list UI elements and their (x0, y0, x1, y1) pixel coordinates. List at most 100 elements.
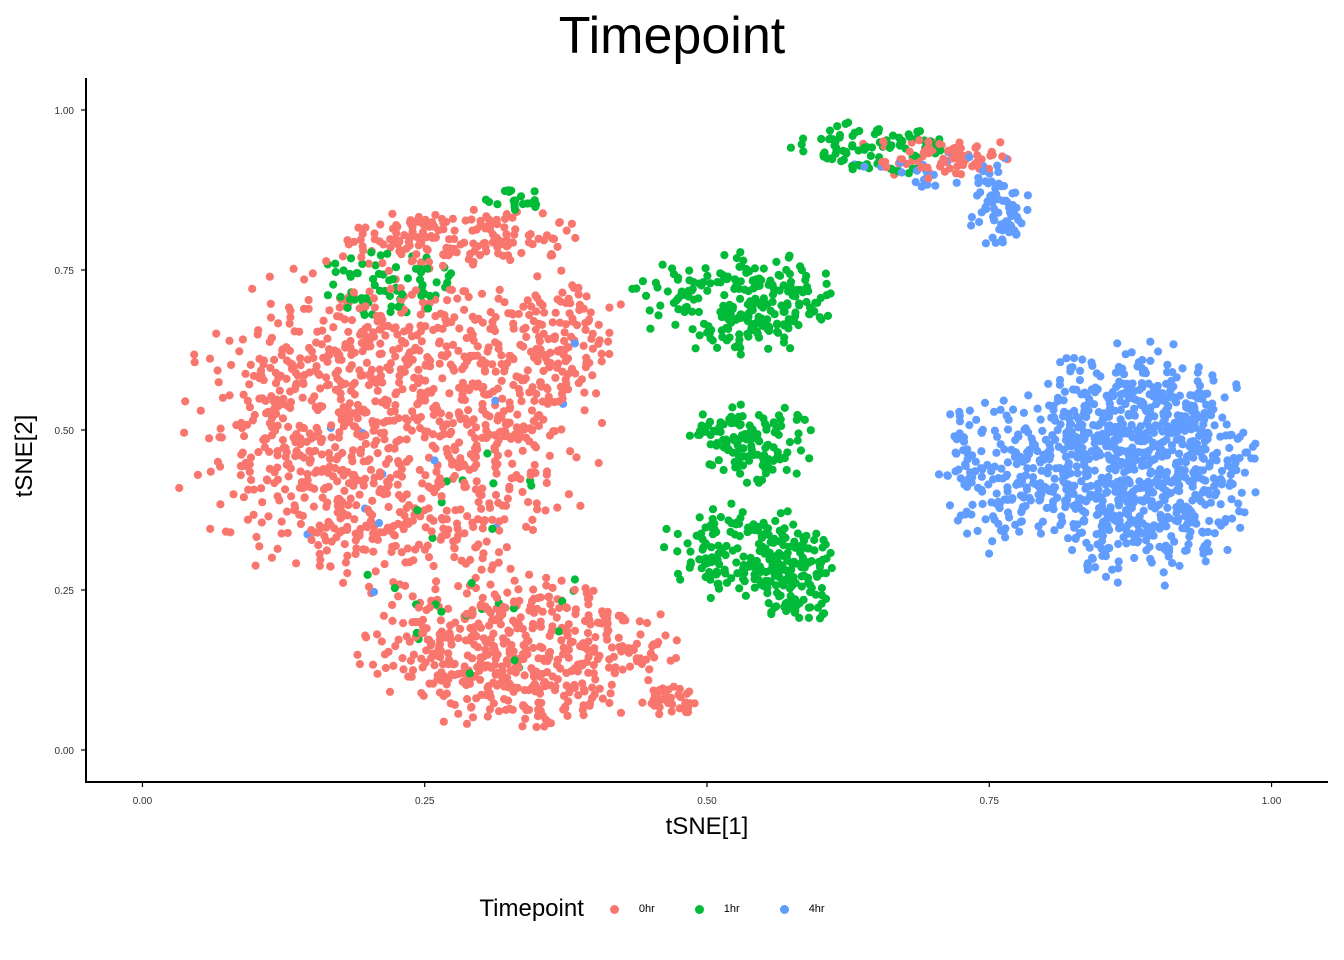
data-point-4hr (1144, 435, 1154, 444)
data-point-0hr (417, 337, 426, 346)
data-point-0hr (407, 257, 416, 266)
data-point-0hr (944, 146, 953, 155)
data-point-0hr (563, 370, 572, 379)
data-point-4hr (1172, 508, 1181, 517)
data-point-0hr (446, 248, 455, 257)
data-point-0hr (363, 505, 372, 514)
data-point-1hr (769, 443, 778, 452)
data-point-1hr (686, 547, 695, 556)
data-point-1hr (766, 276, 775, 285)
data-point-4hr (1005, 203, 1014, 213)
data-point-0hr (312, 338, 321, 347)
data-point-0hr (478, 433, 487, 442)
data-point-0hr (290, 327, 299, 336)
data-point-1hr (841, 119, 850, 128)
data-point-4hr (1189, 468, 1198, 477)
data-point-0hr (454, 531, 463, 540)
data-point-4hr (1119, 483, 1128, 492)
data-point-0hr (510, 230, 519, 239)
data-point-0hr (316, 384, 325, 393)
data-point-0hr (674, 690, 683, 699)
data-point-4hr (953, 516, 963, 525)
data-point-4hr (1126, 385, 1135, 394)
data-point-4hr (1205, 516, 1214, 526)
data-point-4hr (1122, 539, 1131, 548)
data-point-0hr (440, 251, 449, 260)
data-point-4hr (1034, 522, 1043, 531)
data-point-0hr (566, 447, 575, 456)
data-point-0hr (528, 515, 537, 525)
data-point-0hr (583, 645, 592, 654)
data-point-1hr (346, 295, 355, 304)
data-point-0hr (316, 435, 325, 445)
data-point-1hr (703, 572, 712, 581)
data-point-1hr (818, 610, 827, 619)
data-point-1hr (697, 421, 706, 430)
data-point-0hr (488, 515, 497, 524)
data-point-4hr (1155, 542, 1164, 552)
data-point-1hr (783, 507, 792, 516)
data-point-0hr (490, 233, 499, 242)
data-point-0hr (458, 390, 467, 399)
data-point-0hr (605, 698, 614, 708)
data-point-0hr (372, 418, 381, 427)
data-point-4hr (1212, 456, 1221, 465)
data-point-0hr (347, 316, 357, 325)
data-point-0hr (319, 465, 328, 474)
data-point-4hr (1206, 406, 1215, 415)
data-point-0hr (448, 340, 458, 349)
data-point-0hr (488, 317, 497, 327)
data-point-0hr (307, 396, 316, 405)
data-point-4hr (1029, 464, 1038, 473)
data-point-4hr (1108, 565, 1117, 574)
data-point-0hr (462, 609, 471, 619)
data-point-4hr (1251, 439, 1260, 448)
data-point-1hr (714, 541, 723, 550)
data-point-4hr (1125, 493, 1134, 502)
data-point-0hr (312, 423, 321, 432)
data-point-0hr (508, 616, 518, 625)
data-point-0hr (349, 446, 358, 455)
data-point-0hr (491, 463, 500, 472)
data-point-4hr (1228, 465, 1237, 474)
data-point-0hr (505, 418, 514, 427)
data-point-0hr (518, 722, 527, 731)
data-point-1hr (331, 259, 340, 268)
data-point-0hr (502, 543, 511, 552)
data-point-0hr (500, 223, 509, 232)
data-point-0hr (259, 435, 268, 444)
data-point-0hr (485, 412, 494, 421)
data-point-0hr (276, 371, 285, 380)
data-point-4hr (955, 417, 965, 426)
data-point-0hr (522, 637, 531, 647)
data-point-4hr (1105, 544, 1114, 553)
data-point-0hr (524, 238, 534, 247)
data-point-0hr (459, 287, 468, 296)
data-point-0hr (486, 324, 495, 333)
data-point-0hr (502, 242, 511, 251)
data-point-0hr (466, 555, 475, 565)
data-point-0hr (526, 230, 535, 239)
data-point-1hr (712, 528, 721, 537)
data-point-0hr (467, 702, 476, 711)
data-point-1hr (674, 273, 683, 282)
data-point-4hr (1228, 514, 1237, 523)
data-point-0hr (344, 501, 353, 510)
data-point-0hr (597, 418, 607, 428)
data-point-0hr (553, 363, 562, 372)
data-point-0hr (386, 526, 395, 536)
data-point-0hr (494, 707, 504, 716)
data-point-1hr (722, 323, 731, 333)
data-point-0hr (568, 317, 577, 326)
data-point-0hr (948, 154, 957, 163)
data-point-4hr (1130, 404, 1139, 413)
data-point-0hr (529, 668, 538, 677)
data-point-0hr (296, 467, 305, 476)
data-point-4hr (978, 465, 987, 474)
data-point-1hr (720, 565, 729, 574)
data-point-4hr (1075, 376, 1084, 385)
data-point-0hr (350, 472, 359, 481)
data-point-0hr (987, 147, 996, 156)
data-point-1hr (716, 269, 725, 278)
data-point-4hr (1036, 488, 1045, 497)
